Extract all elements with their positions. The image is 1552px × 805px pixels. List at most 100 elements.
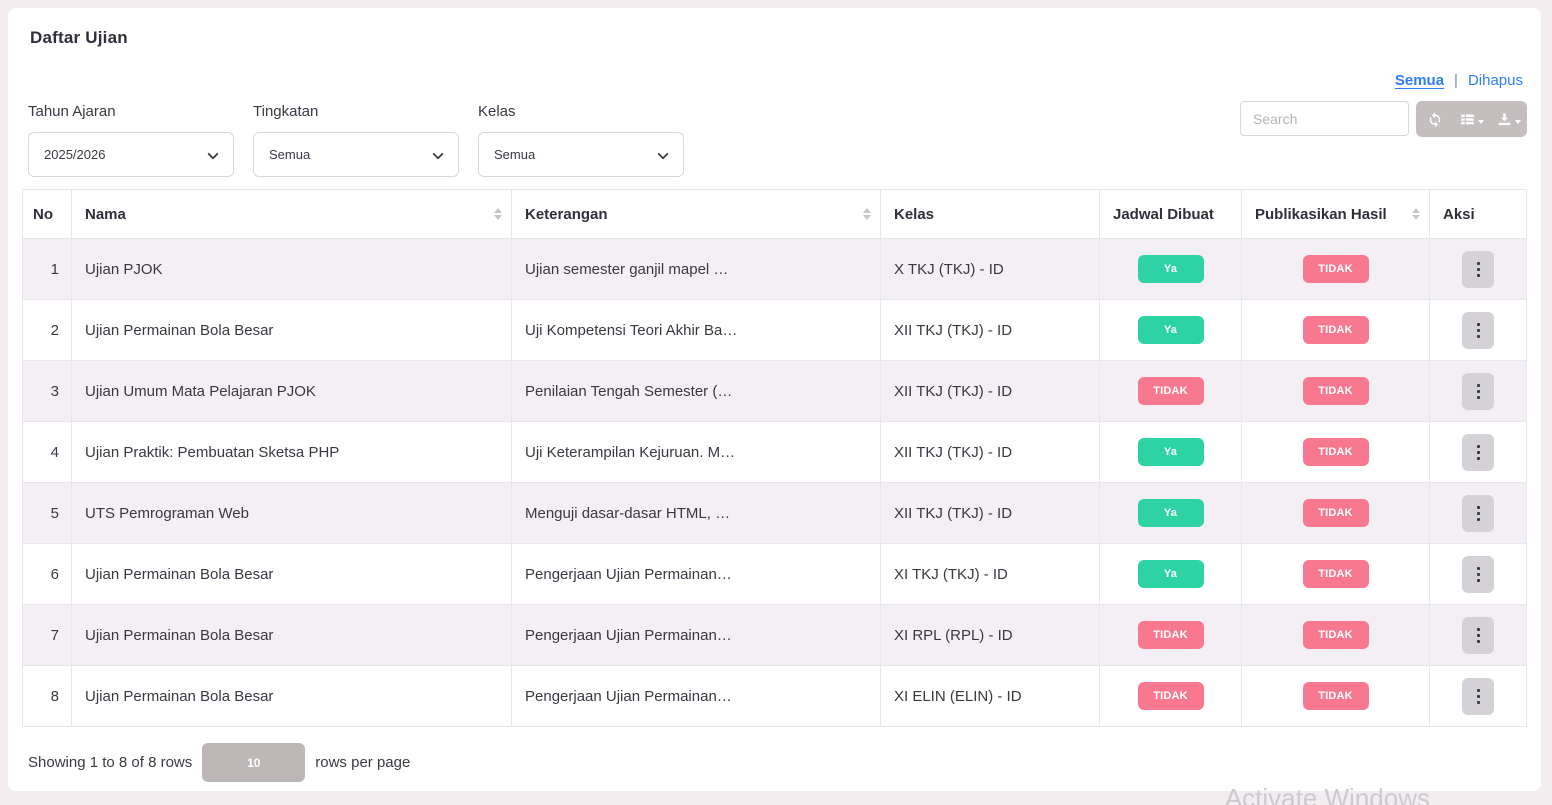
kebab-dot bbox=[1476, 505, 1480, 509]
sort-icon[interactable] bbox=[863, 208, 871, 220]
row-actions-kebab-button[interactable] bbox=[1462, 250, 1494, 288]
page-size-select[interactable]: 10 bbox=[202, 743, 306, 782]
select-value: Semua bbox=[494, 147, 536, 162]
cell-aksi bbox=[1429, 482, 1527, 544]
row-actions-kebab-button[interactable] bbox=[1462, 616, 1494, 654]
search-tools bbox=[1240, 101, 1527, 137]
kebab-dot bbox=[1476, 267, 1480, 271]
export-button[interactable] bbox=[1490, 101, 1527, 137]
kebab-dot bbox=[1476, 694, 1480, 698]
publikasikan-hasil-badge: TIDAK bbox=[1302, 560, 1369, 588]
filter-tahun-ajaran: Tahun Ajaran 2025/2026 bbox=[28, 103, 234, 177]
table-row: 8 Ujian Permainan Bola Besar Pengerjaan … bbox=[22, 665, 1527, 727]
kebab-dot bbox=[1476, 639, 1480, 643]
page-title: Daftar Ujian bbox=[30, 28, 128, 47]
search-input[interactable] bbox=[1240, 101, 1409, 136]
select-value: Semua bbox=[269, 147, 311, 162]
publikasikan-hasil-badge: TIDAK bbox=[1302, 377, 1369, 405]
sort-icon[interactable] bbox=[1412, 208, 1420, 220]
chevron-down-icon bbox=[432, 148, 444, 160]
cell-aksi bbox=[1429, 421, 1527, 483]
cell-no: 8 bbox=[22, 665, 72, 727]
cell-nama: UTS Pemrograman Web bbox=[71, 482, 512, 544]
tingkatan-select[interactable]: Semua bbox=[253, 132, 459, 177]
filter-kelas: Kelas Semua bbox=[478, 103, 684, 177]
filter-label: Tahun Ajaran bbox=[28, 103, 116, 120]
showing-rows-text: Showing 1 to 8 of 8 rows bbox=[28, 754, 193, 771]
table-toolbar bbox=[1416, 101, 1527, 137]
cell-kelas: X TKJ (TKJ) - ID bbox=[880, 238, 1100, 300]
cell-keterangan: Pengerjaan Ujian Permainan… bbox=[511, 665, 881, 727]
kebab-dot bbox=[1476, 517, 1480, 521]
col-header-jadwal-dibuat: Jadwal Dibuat bbox=[1099, 189, 1242, 239]
publikasikan-hasil-badge: TIDAK bbox=[1302, 316, 1369, 344]
cell-jadwal-dibuat: TIDAK bbox=[1099, 360, 1242, 422]
jadwal-dibuat-badge: Ya bbox=[1137, 255, 1204, 283]
publikasikan-hasil-badge: TIDAK bbox=[1302, 499, 1369, 527]
cell-jadwal-dibuat: Ya bbox=[1099, 299, 1242, 361]
refresh-button[interactable] bbox=[1416, 101, 1453, 137]
cell-publikasikan-hasil: TIDAK bbox=[1241, 421, 1430, 483]
row-actions-kebab-button[interactable] bbox=[1462, 372, 1494, 410]
row-actions-kebab-button[interactable] bbox=[1462, 677, 1494, 715]
kebab-dot bbox=[1476, 444, 1480, 448]
kebab-dot bbox=[1476, 273, 1480, 277]
jadwal-dibuat-badge: Ya bbox=[1137, 438, 1204, 466]
filters: Tahun Ajaran 2025/2026 Tingkatan Semua K… bbox=[28, 103, 684, 177]
kebab-dot bbox=[1476, 261, 1480, 265]
row-actions-kebab-button[interactable] bbox=[1462, 433, 1494, 471]
table-row: 4 Ujian Praktik: Pembuatan Sketsa PHP Uj… bbox=[22, 421, 1527, 483]
row-actions-kebab-button[interactable] bbox=[1462, 311, 1494, 349]
view-deleted-link[interactable]: Dihapus bbox=[1467, 72, 1523, 89]
cell-no: 5 bbox=[22, 482, 72, 544]
cell-aksi bbox=[1429, 360, 1527, 422]
jadwal-dibuat-badge: TIDAK bbox=[1137, 621, 1204, 649]
cell-jadwal-dibuat: TIDAK bbox=[1099, 665, 1242, 727]
cell-jadwal-dibuat: Ya bbox=[1099, 421, 1242, 483]
jadwal-dibuat-badge: TIDAK bbox=[1137, 682, 1204, 710]
cell-jadwal-dibuat: Ya bbox=[1099, 238, 1242, 300]
columns-button[interactable] bbox=[1453, 101, 1490, 137]
cell-nama: Ujian Umum Mata Pelajaran PJOK bbox=[71, 360, 512, 422]
rows-per-page-label: rows per page bbox=[315, 754, 411, 771]
table-row: 6 Ujian Permainan Bola Besar Pengerjaan … bbox=[22, 543, 1527, 605]
cell-keterangan: Penilaian Tengah Semester (… bbox=[511, 360, 881, 422]
jadwal-dibuat-badge: TIDAK bbox=[1137, 377, 1204, 405]
kebab-dot bbox=[1476, 700, 1480, 704]
kebab-dot bbox=[1476, 456, 1480, 460]
exam-list-card: Daftar Ujian Semua | Dihapus Tahun Ajara… bbox=[8, 8, 1541, 791]
cell-publikasikan-hasil: TIDAK bbox=[1241, 482, 1430, 544]
cell-kelas: XII TKJ (TKJ) - ID bbox=[880, 421, 1100, 483]
kebab-dot bbox=[1476, 322, 1480, 326]
kebab-dot bbox=[1476, 328, 1480, 332]
publikasikan-hasil-badge: TIDAK bbox=[1302, 438, 1369, 466]
col-header-aksi: Aksi bbox=[1429, 189, 1527, 239]
kelas-select[interactable]: Semua bbox=[478, 132, 684, 177]
col-header-no: No bbox=[22, 189, 72, 239]
cell-kelas: XI RPL (RPL) - ID bbox=[880, 604, 1100, 666]
row-actions-kebab-button[interactable] bbox=[1462, 555, 1494, 593]
export-download-icon bbox=[1496, 111, 1513, 128]
filter-label: Tingkatan bbox=[253, 103, 319, 120]
jadwal-dibuat-badge: Ya bbox=[1137, 316, 1204, 344]
cell-kelas: XII TKJ (TKJ) - ID bbox=[880, 299, 1100, 361]
col-header-publikasikan-hasil[interactable]: Publikasikan Hasil bbox=[1241, 189, 1430, 239]
cell-nama: Ujian Praktik: Pembuatan Sketsa PHP bbox=[71, 421, 512, 483]
col-header-keterangan[interactable]: Keterangan bbox=[511, 189, 881, 239]
sort-icon[interactable] bbox=[494, 208, 502, 220]
jadwal-dibuat-badge: Ya bbox=[1137, 560, 1204, 588]
kebab-dot bbox=[1476, 627, 1480, 631]
kebab-dot bbox=[1476, 578, 1480, 582]
publikasikan-hasil-badge: TIDAK bbox=[1302, 621, 1369, 649]
view-all-link[interactable]: Semua bbox=[1394, 72, 1445, 89]
kebab-dot bbox=[1476, 450, 1480, 454]
chevron-down-icon bbox=[207, 148, 219, 160]
cell-aksi bbox=[1429, 665, 1527, 727]
kebab-dot bbox=[1476, 511, 1480, 515]
row-actions-kebab-button[interactable] bbox=[1462, 494, 1494, 532]
cell-keterangan: Pengerjaan Ujian Permainan… bbox=[511, 543, 881, 605]
cell-aksi bbox=[1429, 604, 1527, 666]
select-value: 2025/2026 bbox=[44, 147, 106, 162]
col-header-nama[interactable]: Nama bbox=[71, 189, 512, 239]
tahun-ajaran-select[interactable]: 2025/2026 bbox=[28, 132, 234, 177]
